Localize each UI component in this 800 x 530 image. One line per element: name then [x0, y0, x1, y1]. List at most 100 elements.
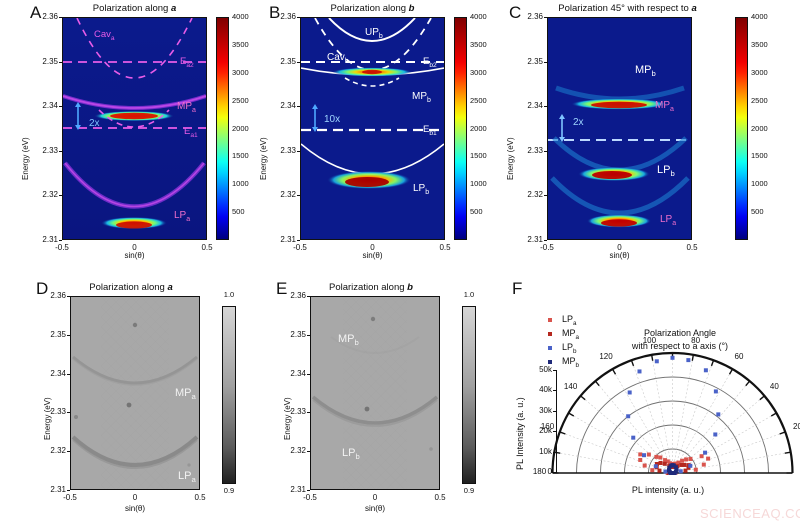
y-tick-mark: [297, 150, 300, 152]
polar-angle-tick: [784, 451, 791, 454]
polar-angle-tick: [650, 354, 654, 361]
y-tick-mark: [544, 150, 547, 152]
colorbar-tick-label: 1000: [751, 179, 768, 189]
polar-point-lp_b: [663, 469, 668, 474]
polar-angle-label: 140: [563, 381, 578, 391]
y-tick-mark: [67, 334, 70, 336]
annotation-ea1: Ea1: [184, 127, 198, 140]
y-tick-mark: [307, 490, 310, 491]
polar-point-lp_b: [703, 368, 708, 373]
panel-title-d-axis: a: [167, 282, 173, 293]
colorbar-tick-label: 4000: [232, 12, 249, 21]
panel-b-colorbar: [454, 17, 467, 240]
y-tick-label: 2.32: [42, 190, 58, 200]
y-tick-label: 2.36: [527, 12, 543, 21]
polar-point-mp_b: [674, 467, 679, 472]
polar-radial-tick-label: 0: [547, 467, 552, 476]
polar-point-mp_a: [657, 468, 662, 473]
y-tick-label: 2.33: [42, 145, 58, 155]
legend-marker-lpa: [548, 318, 552, 322]
polar-point-lp_b: [716, 412, 721, 417]
polar-radial-tick-label: 50k: [539, 365, 552, 374]
polar-angle-label: 180: [532, 467, 547, 476]
panel-a-plot: [62, 17, 207, 240]
panel-title-b-text: Polarization along: [330, 3, 409, 14]
y-tick-mark: [307, 296, 310, 297]
annotation-subscript: b1: [429, 129, 437, 137]
x-tick-label: 0: [132, 493, 138, 502]
annotation-text: 10x: [324, 114, 341, 125]
panel-title-b-axis: b: [408, 3, 415, 14]
y-tick-mark: [67, 412, 70, 414]
polar-point-lp_a: [693, 467, 698, 472]
legend-marker-lpb: [548, 346, 552, 350]
y-tick-label: 2.35: [290, 329, 306, 339]
polar-point-lp_b: [703, 450, 708, 455]
x-tick-label: 0.5: [434, 493, 446, 502]
polar-title-line1: Polarization Angle: [643, 328, 717, 338]
polar-point-lp_a: [676, 460, 681, 465]
legend-text: LP: [562, 342, 574, 352]
annotation-text: LP: [657, 164, 671, 176]
y-tick-mark: [297, 195, 300, 197]
colorbar-tick-label: 2000: [751, 123, 768, 133]
y-tick-label: 2.31: [527, 235, 543, 244]
y-tick-label: 2.36: [280, 12, 296, 21]
polar-point-lp_a: [688, 456, 693, 461]
y-tick-mark: [307, 373, 310, 375]
panel-label-e: E: [276, 279, 288, 298]
y-tick-mark: [59, 195, 62, 197]
y-tick-mark: [307, 451, 310, 453]
polar-angle-tick: [630, 359, 635, 367]
polar-point-mp_a: [686, 465, 691, 470]
legend-label-mpb: MPb: [562, 357, 579, 369]
panel-d-plot: [70, 296, 200, 490]
panel-title-e-text: Polarization along: [329, 282, 408, 293]
polar-point-mp_a: [662, 461, 667, 466]
y-tick-label: 2.31: [280, 235, 296, 244]
polar-angle-label: 60: [734, 351, 744, 361]
y-tick-label: 2.34: [50, 368, 66, 378]
panel-b-plot: [300, 17, 445, 240]
annotation-cavb: Cavb: [327, 53, 349, 66]
x-tick-label: -0.5: [303, 493, 317, 502]
y-tick-label: 2.35: [42, 56, 58, 66]
annotation-eb1: Eb1: [423, 125, 437, 138]
polar-point-mp_a: [682, 462, 687, 467]
annotation-mpb: MPb: [635, 65, 656, 78]
polar-point-mp_a: [658, 460, 663, 465]
polar-point-lp_a: [701, 462, 706, 467]
colorbar-tick-label: 500: [470, 207, 483, 217]
annotation-lpb: LPb: [413, 184, 430, 197]
x-tick-label: -0.5: [293, 243, 307, 252]
polar-angle-label: 120: [599, 351, 613, 361]
panel-title-d: Polarization along a: [66, 283, 196, 293]
polar-angle-label: 160: [540, 421, 555, 431]
annotation-text: MP: [177, 101, 192, 112]
y-tick-label: 2.36: [42, 12, 58, 21]
polar-angle-tick: [710, 359, 715, 367]
y-tick-mark: [59, 150, 62, 152]
legend-text: MP: [562, 328, 576, 338]
y-tick-label: 2.35: [280, 56, 296, 66]
y-tick-label: 2.35: [50, 329, 66, 339]
panel-c-ylabel: Energy (eV): [506, 137, 515, 180]
annotation-subscript: b: [670, 169, 675, 179]
polar-point-lp_a: [642, 463, 647, 468]
annotation-text: 2x: [89, 118, 100, 129]
polar-point-lp_a: [650, 468, 655, 473]
polar-angle-tick: [728, 368, 734, 375]
polar-point-lp_a: [638, 457, 643, 462]
polar-point-lp_a: [658, 455, 663, 460]
annotation-lpa: LPa: [178, 471, 196, 484]
y-tick-mark: [544, 61, 547, 63]
panel-title-a: Polarization along a: [62, 4, 207, 14]
annotation-subscript: b: [425, 189, 430, 196]
colorbar-tick-label: 3000: [470, 67, 487, 77]
polar-point-lp_b: [653, 464, 658, 469]
panel-label-c: C: [509, 3, 522, 22]
polar-angle-label: 20: [793, 421, 800, 431]
annotation-subscript: b: [344, 58, 349, 65]
panel-c-colorbar: [735, 17, 748, 240]
panel-title-c-axis: a: [691, 3, 697, 14]
